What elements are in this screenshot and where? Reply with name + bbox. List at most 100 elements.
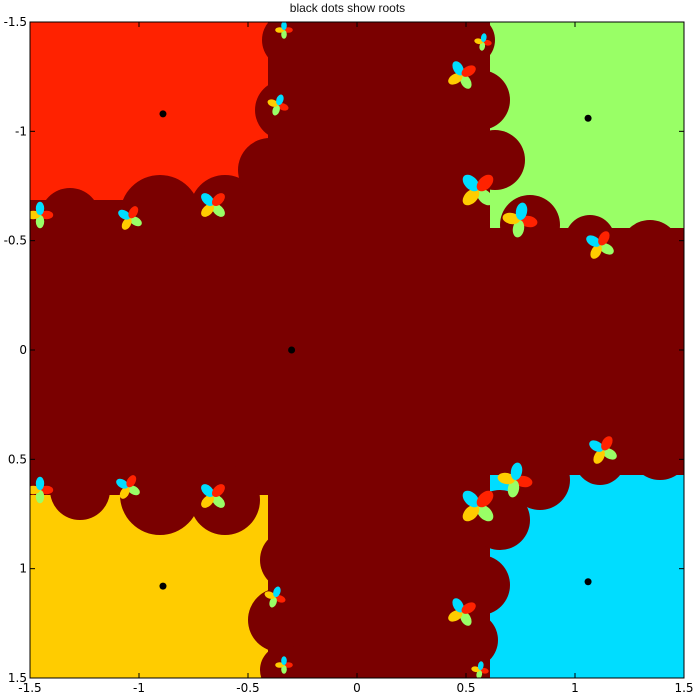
fractal-petal-cluster bbox=[448, 61, 476, 89]
y-tick-label: -1 bbox=[15, 124, 27, 138]
basin-boundary-lobe bbox=[262, 22, 318, 68]
fractal-petal bbox=[284, 662, 293, 668]
fractal-petal bbox=[512, 219, 525, 238]
fractal-petal bbox=[211, 193, 225, 207]
fractal-petal bbox=[272, 104, 280, 116]
fractal-petal bbox=[35, 490, 45, 504]
fractal-petal-cluster bbox=[201, 193, 225, 217]
basin-boundary-lobe bbox=[450, 555, 510, 615]
basin-boundary-lobe bbox=[40, 188, 100, 248]
fractal-petal bbox=[479, 41, 486, 51]
fractal-petal bbox=[502, 212, 521, 225]
fractal-petal bbox=[267, 99, 279, 107]
fractal-petal bbox=[590, 244, 602, 259]
fractal-petal bbox=[274, 595, 286, 603]
fractal-petal bbox=[462, 188, 480, 206]
fractal-petal bbox=[126, 475, 137, 488]
fractal-petal-cluster bbox=[502, 202, 538, 238]
basin-boundary-lobe bbox=[260, 530, 320, 590]
fractal-petal bbox=[448, 73, 463, 85]
basin-boundary-lobe bbox=[120, 455, 200, 535]
fractal-petal bbox=[497, 472, 516, 485]
fractal-petal bbox=[515, 202, 528, 221]
x-tick-label: 0 bbox=[353, 681, 361, 695]
basin-boundary-lobe bbox=[190, 465, 260, 535]
y-tick-label: 0.5 bbox=[8, 452, 27, 466]
fractal-petal bbox=[448, 610, 463, 622]
fractal-petal-cluster bbox=[589, 436, 617, 464]
root-marker bbox=[159, 582, 167, 590]
fractal-petal bbox=[276, 94, 284, 106]
fractal-petal bbox=[273, 586, 281, 598]
fractal-petal bbox=[480, 33, 487, 43]
basin-top-left bbox=[30, 22, 268, 200]
y-tick-label: 0 bbox=[19, 343, 27, 357]
fractal-petal bbox=[601, 436, 613, 451]
fractal-petal bbox=[211, 203, 225, 217]
fractal-petal bbox=[284, 27, 293, 33]
chart-title: black dots show roots bbox=[289, 1, 406, 15]
fractal-petal-cluster bbox=[201, 484, 225, 508]
fractal-petal bbox=[35, 201, 45, 215]
fractal-petal bbox=[275, 27, 284, 33]
fractal-petal bbox=[35, 215, 45, 229]
fractal-petal bbox=[460, 74, 472, 89]
fractal-petal bbox=[477, 661, 484, 671]
fractal-petal bbox=[201, 484, 215, 498]
fractal-petal bbox=[510, 462, 523, 481]
root-marker bbox=[584, 578, 592, 586]
fractal-petal bbox=[269, 596, 277, 608]
basin-boundary-lobe bbox=[465, 130, 525, 190]
basin-boundary-lobe bbox=[248, 588, 312, 652]
fractal-petal-cluster bbox=[497, 462, 533, 498]
basin-boundary-lobe bbox=[442, 612, 498, 668]
fractal-petal bbox=[128, 206, 139, 219]
fractal-petal bbox=[118, 209, 131, 220]
fractal-petal bbox=[452, 598, 464, 613]
fractal-petal-cluster bbox=[471, 661, 489, 678]
fractal-petal bbox=[593, 449, 605, 464]
fractal-petal bbox=[461, 602, 476, 614]
fractal-petal bbox=[602, 448, 617, 460]
fractal-petal-cluster bbox=[448, 598, 476, 626]
fractal-petal bbox=[281, 665, 287, 674]
fractal-petal bbox=[476, 669, 483, 678]
basin-boundary-lobe bbox=[620, 220, 680, 280]
fractal-petal bbox=[461, 65, 476, 77]
basin-top-right bbox=[490, 22, 684, 228]
x-tick-label: 1.5 bbox=[674, 681, 693, 695]
x-tick-label: 1 bbox=[571, 681, 579, 695]
x-tick-label: -1 bbox=[133, 681, 145, 695]
fractal-petal bbox=[281, 656, 287, 665]
basin-boundary-lobe bbox=[510, 450, 570, 510]
fractal-petal-cluster bbox=[264, 586, 286, 608]
fractal-petal bbox=[462, 490, 480, 508]
fractal-petal bbox=[460, 611, 472, 626]
fractal-petal bbox=[519, 215, 538, 228]
fractal-petal bbox=[281, 30, 287, 39]
fractal-petal bbox=[129, 216, 142, 227]
basin-boundary-lobe bbox=[50, 460, 110, 520]
fractal-petal bbox=[201, 494, 215, 508]
fractal-petal bbox=[40, 485, 54, 495]
fractal-petal bbox=[127, 485, 140, 496]
fractal-petal-cluster bbox=[30, 201, 54, 229]
fractal-petal bbox=[471, 666, 481, 673]
fractal-petal-cluster bbox=[116, 475, 140, 499]
x-axis: -1.5 -1 -0.5 0 0.5 1 1.5 bbox=[18, 22, 694, 695]
basin-boundary-lobe bbox=[238, 138, 302, 202]
fractal-petal-cluster bbox=[30, 476, 54, 504]
plot-area bbox=[30, 22, 684, 678]
fractal-petal bbox=[476, 490, 494, 508]
fractal-petal-cluster bbox=[275, 656, 293, 674]
fractal-petal bbox=[482, 39, 492, 46]
fractal-petal bbox=[119, 486, 130, 499]
fractal-petal-cluster bbox=[462, 174, 494, 206]
fractal-petal bbox=[589, 440, 604, 452]
fractal-petal bbox=[598, 231, 610, 246]
fractal-petal bbox=[264, 591, 276, 599]
fractal-petal bbox=[586, 235, 601, 247]
basin-boundary-lobe bbox=[630, 420, 684, 480]
x-tick-label: -0.5 bbox=[236, 681, 259, 695]
fractal-petal-cluster bbox=[462, 490, 494, 522]
